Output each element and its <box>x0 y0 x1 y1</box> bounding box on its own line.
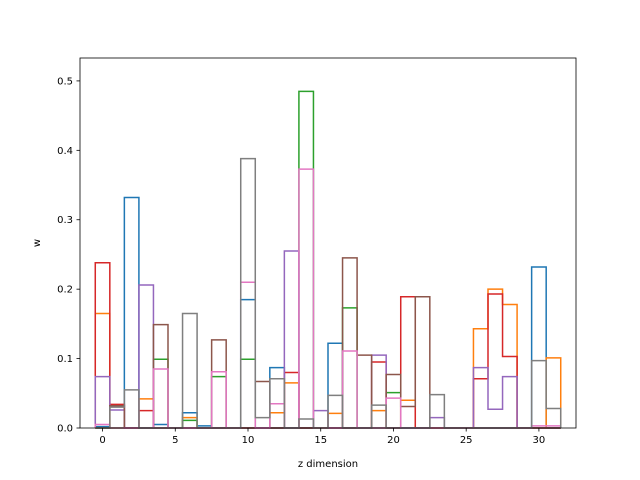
x-tick-label: 20 <box>387 435 400 446</box>
x-tick-label: 5 <box>172 435 178 446</box>
y-tick-label: 0.3 <box>57 215 73 226</box>
y-tick-label: 0.2 <box>57 285 73 296</box>
x-tick-label: 15 <box>314 435 327 446</box>
x-tick-label: 10 <box>242 435 255 446</box>
x-tick-label: 25 <box>460 435 473 446</box>
y-axis: 0.0 0.1 0.2 0.3 0.4 0.5 <box>57 76 80 435</box>
x-axis-label: z dimension <box>298 459 358 470</box>
y-tick-label: 0.1 <box>57 354 73 365</box>
y-axis-label: w <box>32 239 43 247</box>
x-tick-label: 0 <box>99 435 105 446</box>
x-axis: 0 5 10 15 20 25 30 <box>99 428 545 446</box>
plot-frame <box>79 57 577 429</box>
y-tick-label: 0.4 <box>57 146 73 157</box>
x-tick-label: 30 <box>533 435 546 446</box>
y-tick-label: 0.0 <box>57 424 73 435</box>
y-tick-label: 0.5 <box>57 76 73 87</box>
